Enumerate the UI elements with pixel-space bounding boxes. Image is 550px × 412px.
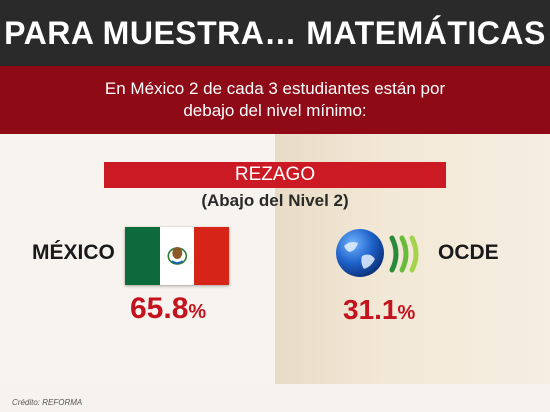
- oecd-logo-icon: [336, 229, 419, 277]
- credit-label: Crédito: REFORMA: [12, 398, 83, 407]
- ocde-value: 31.1: [343, 294, 398, 325]
- page-title: PARA MUESTRA… MATEMÁTICAS: [4, 14, 546, 51]
- intro-banner: En México 2 de cada 3 estudiantes están …: [0, 66, 550, 134]
- comparison-panel: REZAGO (Abajo del Nivel 2) MÉXICO 65.8%: [0, 134, 550, 384]
- intro-line-2: debajo del nivel mínimo:: [183, 101, 367, 120]
- ocde-unit: %: [397, 302, 416, 324]
- mexico-unit: %: [188, 301, 207, 323]
- mexico-percentage: 65.8%: [130, 292, 206, 326]
- mexico-flag-icon: [125, 227, 230, 285]
- rezago-label: REZAGO: [104, 162, 446, 188]
- ocde-percentage: 31.1%: [343, 294, 415, 326]
- intro-line-1: En México 2 de cada 3 estudiantes están …: [104, 79, 446, 98]
- ocde-name: OCDE: [438, 241, 499, 264]
- header-bar: PARA MUESTRA… MATEMÁTICAS: [0, 0, 550, 66]
- mexico-name: MÉXICO: [32, 241, 115, 264]
- mexico-value: 65.8: [130, 292, 189, 325]
- rezago-sublabel: (Abajo del Nivel 2): [201, 191, 349, 210]
